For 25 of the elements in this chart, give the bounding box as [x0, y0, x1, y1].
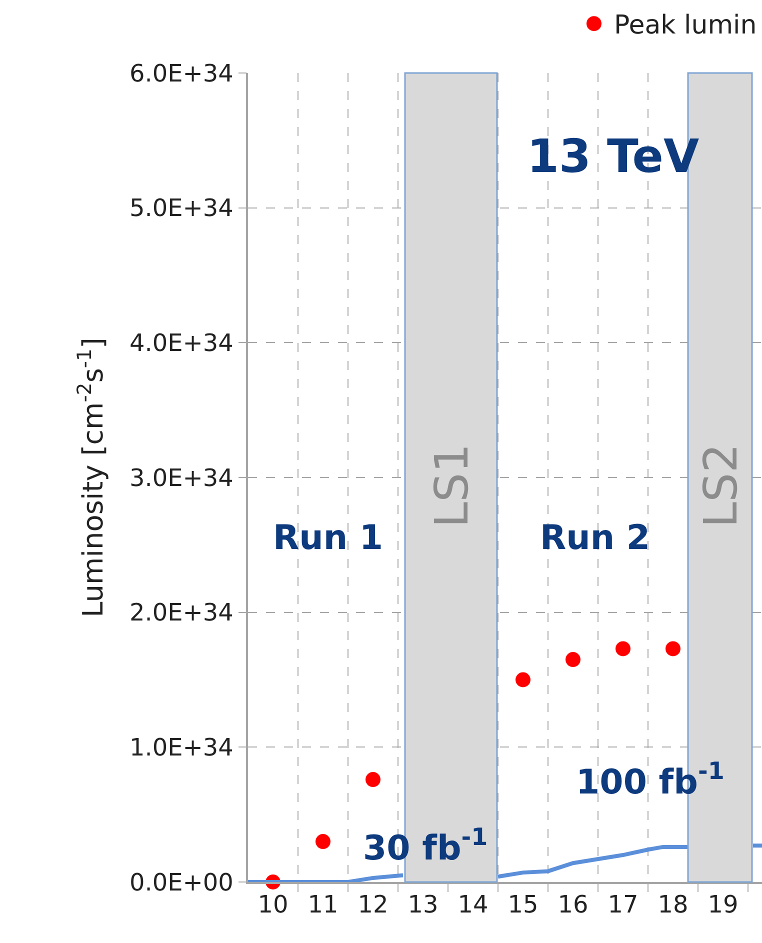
x-tick-label: 10 — [258, 890, 288, 919]
y-tick-label: 0.0E+00 — [129, 868, 234, 896]
annotation: Run 2 — [540, 518, 650, 558]
annotation: Run 1 — [273, 518, 384, 558]
x-tick-label: 19 — [708, 890, 738, 919]
y-tick-label: 5.0E+34 — [129, 194, 234, 222]
band-label: LS1 — [424, 443, 478, 528]
band-label: LS2 — [693, 443, 748, 528]
y-tick-label: 4.0E+34 — [129, 329, 234, 358]
x-tick-label: 14 — [458, 890, 488, 919]
x-tick-label: 16 — [558, 890, 588, 919]
x-tick-label: 12 — [358, 890, 388, 919]
x-tick-label: 13 — [408, 890, 438, 919]
y-tick-label: 6.0E+34 — [129, 59, 234, 88]
annotation: 13 TeV — [527, 129, 700, 183]
y-tick-label: 1.0E+34 — [129, 734, 234, 762]
x-tick-label: 15 — [508, 890, 538, 919]
annotation: 30 fb$^{-1}$ — [363, 823, 488, 868]
x-tick-label: 18 — [658, 890, 688, 919]
y-tick-label: 3.0E+34 — [129, 464, 234, 492]
x-tick-label: 17 — [608, 890, 638, 919]
legend-label: Peak lumin — [614, 10, 757, 41]
y-tick-label: 2.0E+34 — [129, 598, 234, 627]
x-tick-label: 11 — [308, 890, 338, 919]
annotation: 100 fb$^{-1}$ — [576, 757, 724, 802]
